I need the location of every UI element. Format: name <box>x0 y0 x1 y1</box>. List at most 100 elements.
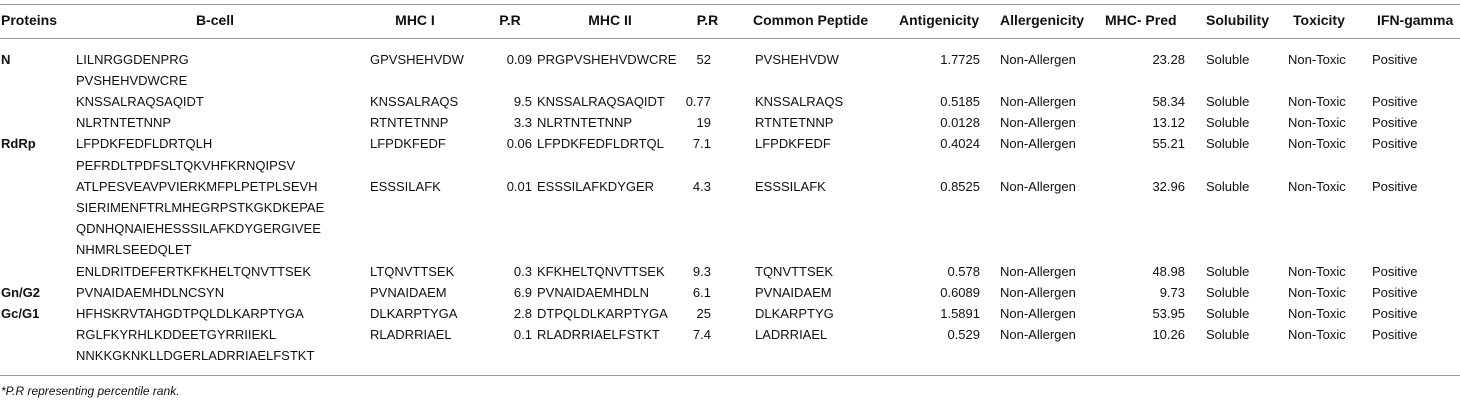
cell-pr1: 0.09 <box>506 51 532 67</box>
cell-toxicity: Non-Toxic <box>1288 284 1346 300</box>
bcell-line: LILNRGGDENPRG <box>76 51 189 67</box>
header-ifn-gamma: IFN-gamma <box>1377 12 1454 28</box>
cell-antigenicity: 1.7725 <box>940 51 980 67</box>
cell-pr1: 0.06 <box>506 136 532 152</box>
bcell-line: ENLDRITDEFERTKFKHELTQNVTTSEK <box>76 263 311 279</box>
cell-pr2: 4.3 <box>692 178 711 194</box>
cell-pr2: 25 <box>696 305 711 321</box>
cell-mhcpred: 32.96 <box>1152 178 1185 194</box>
cell-pr1: 0.1 <box>513 327 532 343</box>
cell-common: PVSHEHVDW <box>755 51 839 67</box>
cell-mhc1: GPVSHEHVDW <box>370 51 464 67</box>
cell-ifn: Positive <box>1372 178 1418 194</box>
cell-solubility: Soluble <box>1206 93 1250 109</box>
protein-label: RdRp <box>1 136 36 152</box>
cell-solubility: Soluble <box>1206 178 1250 194</box>
header-pr1: P.R <box>499 12 521 28</box>
cell-mhcpred: 48.98 <box>1152 263 1185 279</box>
cell-pr1: 2.8 <box>513 305 532 321</box>
bcell-line: QDNHQNAIEHESSSILAFKDYGERGIVEE <box>76 221 321 237</box>
cell-mhc1: PVNAIDAEM <box>370 284 447 300</box>
cell-mhcpred: 23.28 <box>1152 51 1185 67</box>
cell-allergenicity: Non-Allergen <box>1000 327 1076 343</box>
cell-solubility: Soluble <box>1206 136 1250 152</box>
cell-mhc2: PVNAIDAEMHDLN <box>537 284 649 300</box>
bcell-line: SIERIMENFTRLMHEGRPSTKGKDKEPAE <box>76 199 325 215</box>
cell-solubility: Soluble <box>1206 263 1250 279</box>
cell-mhc1: RLADRRIAEL <box>370 327 452 343</box>
cell-mhc2: PRGPVSHEHVDWCRE <box>537 51 677 67</box>
cell-pr1: 3.3 <box>513 115 532 131</box>
cell-pr2: 7.1 <box>692 136 711 152</box>
header-toxicity: Toxicity <box>1293 12 1345 28</box>
cell-ifn: Positive <box>1372 284 1418 300</box>
cell-common: RTNTETNNP <box>755 115 834 131</box>
cell-mhc2: DTPQLDLKARPTYGA <box>537 305 668 321</box>
cell-pr1: 0.3 <box>513 263 532 279</box>
protein-label: Gc/G1 <box>1 305 40 321</box>
cell-mhcpred: 55.21 <box>1152 136 1185 152</box>
cell-solubility: Soluble <box>1206 327 1250 343</box>
cell-allergenicity: Non-Allergen <box>1000 284 1076 300</box>
cell-mhc1: RTNTETNNP <box>370 115 449 131</box>
bcell-line: NNKKGKNKLLDGERLADRRIAELFSTKT <box>76 348 315 364</box>
cell-mhc2: NLRTNTETNNP <box>537 115 633 131</box>
cell-mhc2: KNSSALRAQSAQIDT <box>537 93 665 109</box>
cell-pr1: 6.9 <box>513 284 532 300</box>
header-bcell: B-cell <box>195 12 235 28</box>
cell-solubility: Soluble <box>1206 284 1250 300</box>
cell-mhcpred: 58.34 <box>1152 93 1185 109</box>
cell-antigenicity: 0.578 <box>947 263 980 279</box>
cell-pr2: 0.77 <box>685 93 711 109</box>
cell-pr2: 19 <box>696 115 711 131</box>
header-solubility: Solubility <box>1206 12 1269 28</box>
cell-mhc1: LFPDKFEDF <box>370 136 446 152</box>
cell-mhc1: LTQNVTTSEK <box>370 263 455 279</box>
cell-allergenicity: Non-Allergen <box>1000 93 1076 109</box>
cell-mhc2: LFPDKFEDFLDRTQL <box>537 136 664 152</box>
cell-solubility: Soluble <box>1206 51 1250 67</box>
header-common-peptide: Common Peptide <box>753 12 869 28</box>
cell-antigenicity: 0.529 <box>947 327 980 343</box>
cell-toxicity: Non-Toxic <box>1288 327 1346 343</box>
protein-label: Gn/G2 <box>1 284 41 300</box>
cell-mhc1: KNSSALRAQS <box>370 93 459 109</box>
bcell-line: RGLFKYRHLKDDEETGYRRIIEKL <box>76 327 277 343</box>
bcell-line: NHMRLSEEDQLET <box>76 242 192 258</box>
table-header-rule <box>0 38 1460 39</box>
cell-ifn: Positive <box>1372 51 1418 67</box>
header-antigenicity: Antigenicity <box>899 12 980 28</box>
cell-antigenicity: 1.5891 <box>940 305 980 321</box>
cell-antigenicity: 0.4024 <box>940 136 980 152</box>
cell-solubility: Soluble <box>1206 305 1250 321</box>
cell-allergenicity: Non-Allergen <box>1000 136 1076 152</box>
bcell-line: KNSSALRAQSAQIDT <box>76 93 204 109</box>
cell-allergenicity: Non-Allergen <box>1000 263 1076 279</box>
cell-toxicity: Non-Toxic <box>1288 263 1346 279</box>
cell-allergenicity: Non-Allergen <box>1000 178 1076 194</box>
bcell-line: ATLPESVEAVPVIERKMFPLPETPLSEVH <box>76 178 318 194</box>
protein-label: N <box>1 51 11 67</box>
cell-ifn: Positive <box>1372 263 1418 279</box>
bcell-line: NLRTNTETNNP <box>76 115 172 131</box>
cell-allergenicity: Non-Allergen <box>1000 51 1076 67</box>
cell-toxicity: Non-Toxic <box>1288 305 1346 321</box>
cell-antigenicity: 0.5185 <box>940 93 980 109</box>
cell-toxicity: Non-Toxic <box>1288 51 1346 67</box>
bcell-line: HFHSKRVTAHGDTPQLDLKARPTYGA <box>76 305 304 321</box>
header-proteins: Proteins <box>1 12 58 28</box>
bcell-line: LFPDKFEDFLDRTQLH <box>76 136 213 152</box>
cell-toxicity: Non-Toxic <box>1288 136 1346 152</box>
cell-common: PVNAIDAEM <box>755 284 832 300</box>
cell-antigenicity: 0.8525 <box>940 178 980 194</box>
cell-solubility: Soluble <box>1206 115 1250 131</box>
bcell-line: PEFRDLTPDFSLTQKVHFKRNQIPSV <box>76 157 296 173</box>
cell-allergenicity: Non-Allergen <box>1000 305 1076 321</box>
cell-mhcpred: 10.26 <box>1152 327 1185 343</box>
cell-mhc1: ESSSILAFK <box>370 178 441 194</box>
header-allergenicity: Allergenicity <box>1000 12 1085 28</box>
cell-pr2: 52 <box>696 51 711 67</box>
cell-common: KNSSALRAQS <box>755 93 844 109</box>
cell-mhcpred: 13.12 <box>1152 115 1185 131</box>
